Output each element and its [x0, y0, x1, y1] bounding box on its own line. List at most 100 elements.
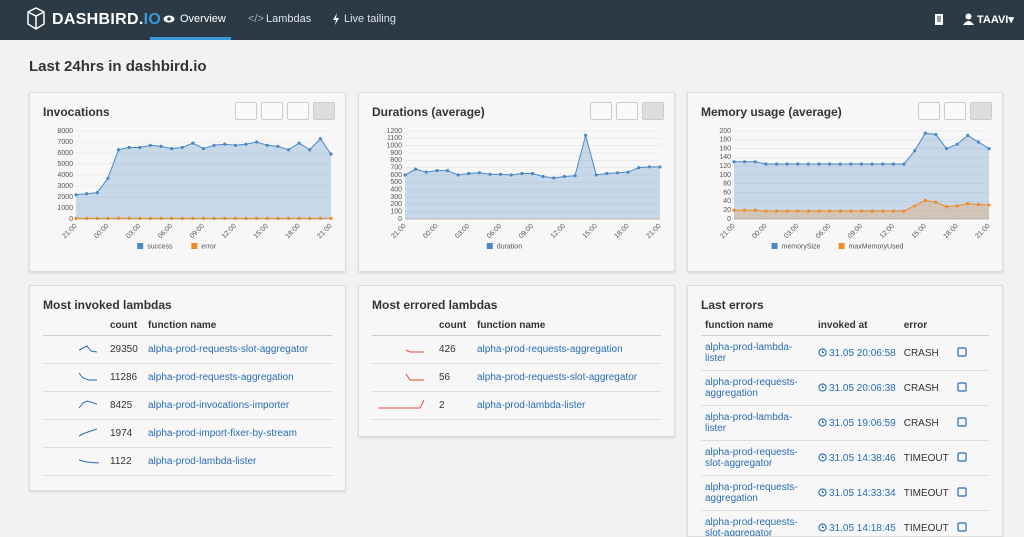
sparkline [376, 370, 428, 382]
data-point [478, 171, 481, 174]
panel-title: Durations (average) [372, 105, 485, 119]
tab-live-tailing[interactable]: Live tailing [344, 13, 396, 25]
details-icon[interactable] [957, 452, 967, 462]
data-point [987, 203, 990, 206]
brand-suffix[interactable]: IO [144, 11, 162, 28]
function-link[interactable]: alpha-prod-lambda-lister [705, 342, 792, 364]
line-chart-button[interactable] [944, 102, 966, 120]
data-point [849, 209, 852, 212]
function-link[interactable]: alpha-prod-requests-aggregation [148, 372, 294, 383]
docs-icon[interactable] [934, 13, 944, 26]
function-link[interactable]: alpha-prod-requests-aggregation [705, 377, 798, 399]
brand[interactable]: DASHBIRD.IO [52, 11, 161, 29]
count-cell: 29350 [106, 336, 144, 364]
data-point [817, 162, 820, 165]
sparkline-cell [372, 364, 435, 392]
data-point [966, 134, 969, 137]
user-name[interactable]: TAAVI [977, 14, 1008, 26]
data-point [234, 217, 237, 220]
details-icon[interactable] [957, 382, 967, 392]
data-point [913, 149, 916, 152]
y-tick-label: 8000 [57, 128, 73, 135]
error-cell: TIMEOUT [900, 511, 953, 537]
y-tick-label: 1200 [386, 128, 402, 135]
details-icon[interactable] [957, 417, 967, 427]
data-point [902, 162, 905, 165]
details-icon[interactable] [957, 522, 967, 532]
function-link[interactable]: alpha-prod-lambda-lister [705, 412, 792, 434]
bolt-icon [332, 13, 340, 25]
sparkline [376, 398, 428, 410]
y-tick-label: 0 [727, 216, 731, 223]
area-chart-button[interactable] [970, 102, 992, 120]
function-link[interactable]: alpha-prod-requests-slot-aggregator [148, 344, 308, 355]
count-cell: 426 [435, 336, 473, 364]
function-link[interactable]: alpha-prod-requests-aggregation [705, 482, 798, 504]
y-tick-label: 7000 [57, 139, 73, 146]
name-cell: alpha-prod-requests-aggregation [473, 336, 661, 364]
panel-title: Most invoked lambdas [43, 298, 172, 312]
header-cell: error [900, 316, 953, 336]
data-point [255, 140, 258, 143]
details-icon[interactable] [957, 487, 967, 497]
area-chart-button[interactable] [642, 102, 664, 120]
data-point [117, 217, 120, 220]
function-link[interactable]: alpha-prod-import-fixer-by-stream [148, 428, 297, 439]
name-cell: alpha-prod-lambda-lister [144, 448, 332, 476]
data-point [892, 162, 895, 165]
details-icon[interactable] [957, 347, 967, 357]
function-link[interactable]: alpha-prod-lambda-lister [148, 456, 256, 467]
tab-overview[interactable]: Overview [180, 13, 226, 25]
data-point [181, 217, 184, 220]
error-cell: TIMEOUT [900, 476, 953, 511]
data-point [457, 173, 460, 176]
area-fill [76, 139, 331, 219]
header-cell: function name [473, 316, 661, 336]
x-tick-label: 06:00 [486, 223, 503, 240]
function-link[interactable]: alpha-prod-invocations-importer [148, 400, 289, 411]
function-link[interactable]: alpha-prod-requests-slot-aggregator [705, 447, 798, 469]
details-icon-box [958, 383, 966, 391]
data-point [138, 146, 141, 149]
invoked-at: 31.05 19:06:59 [829, 418, 896, 429]
header-cell: count [435, 316, 473, 336]
function-link[interactable]: alpha-prod-requests-aggregation [477, 344, 623, 355]
user-icon[interactable] [963, 13, 974, 25]
line-chart-button[interactable] [616, 102, 638, 120]
y-tick-label: 700 [390, 165, 402, 172]
data-point [627, 170, 630, 173]
y-tick-label: 100 [719, 172, 731, 179]
x-tick-label: 00:00 [422, 223, 439, 240]
sparkline-cell [43, 364, 106, 392]
sparkline-cell [43, 336, 106, 364]
x-tick-label: 00:00 [93, 223, 110, 240]
navbar: DASHBIRD.IO Overview </> Lambdas Live ta… [0, 0, 1024, 40]
user-menu[interactable]: TAAVI▾ [977, 13, 1014, 26]
data-point [74, 217, 77, 220]
tab-lambdas[interactable]: Lambdas [266, 13, 311, 25]
function-link[interactable]: alpha-prod-requests-slot-aggregator [477, 372, 637, 383]
function-link[interactable]: alpha-prod-lambda-lister [477, 400, 585, 411]
bar-chart-button[interactable] [590, 102, 612, 120]
area-chart-button[interactable] [313, 102, 335, 120]
data-point [913, 204, 916, 207]
x-tick-label: 21:00 [316, 223, 333, 240]
function-link[interactable]: alpha-prod-requests-slot-aggregator [705, 517, 798, 537]
x-tick-label: 09:00 [518, 223, 535, 240]
data-point [881, 209, 884, 212]
line-chart-button[interactable] [287, 102, 309, 120]
data-point [85, 217, 88, 220]
bar-chart-button[interactable] [235, 102, 257, 120]
brand-name[interactable]: DASHBIRD. [52, 11, 144, 28]
data-point [85, 192, 88, 195]
data-point [298, 217, 301, 220]
pie-chart-button[interactable] [261, 102, 283, 120]
invoked-at: 31.05 14:33:34 [829, 488, 896, 499]
data-point [329, 217, 332, 220]
bar-chart-button[interactable] [918, 102, 940, 120]
sparkline [47, 454, 99, 466]
